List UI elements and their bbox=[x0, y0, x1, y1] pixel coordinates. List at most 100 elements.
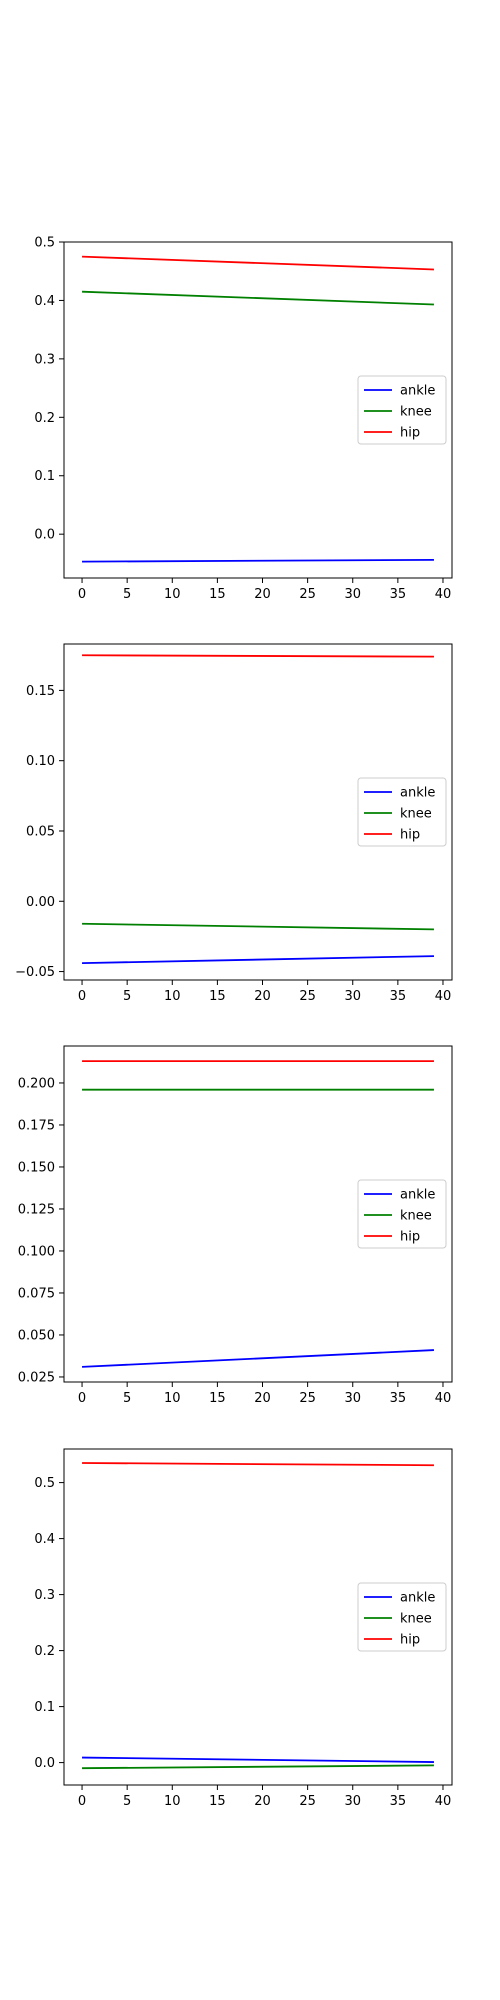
y-tick-label: 0.5 bbox=[34, 236, 55, 251]
x-tick-label: 30 bbox=[344, 1391, 361, 1406]
x-tick-label: 15 bbox=[209, 1391, 226, 1406]
x-tick-label: 15 bbox=[209, 587, 226, 602]
subplot-2: 0 5 10 15 20 25 30 35 40 −0.05 0.00 0.05 0.10 0.15 ank… bbox=[15, 643, 453, 1004]
x-tick-label: 20 bbox=[254, 989, 271, 1004]
legend-label-ankle: ankle bbox=[400, 786, 435, 801]
x-tick-label: 35 bbox=[390, 1391, 407, 1406]
x-tick-label: 10 bbox=[164, 587, 181, 602]
legend-label-ankle: ankle bbox=[400, 1591, 435, 1606]
y-tick-label: 0.5 bbox=[34, 1476, 55, 1491]
axes-frame bbox=[63, 643, 453, 981]
x-tick-label: 25 bbox=[299, 587, 316, 602]
series-line-ankle bbox=[82, 558, 434, 563]
legend-label-hip: hip bbox=[400, 426, 420, 441]
y-tick-label: 0.4 bbox=[34, 1532, 55, 1547]
legend-frame bbox=[357, 375, 447, 445]
series-line-knee bbox=[82, 290, 434, 306]
y-tick-label: 0.15 bbox=[26, 684, 55, 699]
series-line-hip bbox=[82, 255, 434, 271]
x-tick-label: 0 bbox=[78, 1794, 86, 1809]
x-tick-label: 40 bbox=[435, 1391, 452, 1406]
y-tick-label: 0.10 bbox=[26, 754, 55, 769]
y-tick-label: 0.075 bbox=[18, 1286, 55, 1301]
legend-label-ankle: ankle bbox=[400, 1188, 435, 1203]
series-line-hip bbox=[82, 654, 434, 658]
y-tick-label: 0.4 bbox=[34, 294, 55, 309]
y-tick-label: 0.1 bbox=[34, 469, 55, 484]
y-tick-label: −0.05 bbox=[15, 965, 55, 980]
axes-frame bbox=[63, 241, 453, 579]
x-tick-label: 0 bbox=[78, 989, 86, 1004]
legend-frame bbox=[357, 1582, 447, 1652]
legend-label-hip: hip bbox=[400, 828, 420, 843]
x-tick-label: 5 bbox=[123, 587, 131, 602]
x-tick-label: 25 bbox=[299, 1391, 316, 1406]
legend-label-hip: hip bbox=[400, 1633, 420, 1648]
y-tick-label: 0.3 bbox=[34, 352, 55, 367]
x-tick-label: 35 bbox=[390, 1794, 407, 1809]
y-tick-label: 0.050 bbox=[18, 1328, 55, 1343]
subplot-4: 0 5 10 15 20 25 30 35 40 0.0 0.1 0.2 0.3 0.4 0.5 ankle k… bbox=[34, 1448, 453, 1809]
legend-frame bbox=[357, 1179, 447, 1249]
y-tick-label: 0.00 bbox=[26, 895, 55, 910]
y-tick-label: 0.05 bbox=[26, 824, 55, 839]
x-tick-label: 25 bbox=[299, 1794, 316, 1809]
x-tick-label: 10 bbox=[164, 1794, 181, 1809]
y-tick-label: 0.0 bbox=[34, 1756, 55, 1771]
x-tick-label: 30 bbox=[344, 1794, 361, 1809]
x-tick-label: 10 bbox=[164, 989, 181, 1004]
legend-label-knee: knee bbox=[400, 1209, 432, 1224]
y-tick-label: 0.025 bbox=[18, 1370, 55, 1385]
series-line-hip bbox=[82, 1462, 434, 1467]
x-tick-label: 40 bbox=[435, 1794, 452, 1809]
x-tick-label: 5 bbox=[123, 989, 131, 1004]
legend-label-hip: hip bbox=[400, 1230, 420, 1245]
x-tick-label: 5 bbox=[123, 1391, 131, 1406]
legend: ankle knee hip bbox=[357, 1582, 447, 1652]
x-tick-label: 0 bbox=[78, 1391, 86, 1406]
x-tick-label: 5 bbox=[123, 1794, 131, 1809]
x-tick-label: 10 bbox=[164, 1391, 181, 1406]
x-tick-label: 25 bbox=[299, 989, 316, 1004]
legend-frame bbox=[357, 777, 447, 847]
x-tick-label: 20 bbox=[254, 1794, 271, 1809]
series-line-knee bbox=[82, 922, 434, 931]
legend: ankle knee hip bbox=[357, 777, 447, 847]
subplot-3: 0 5 10 15 20 25 30 35 40 0.025 0.050 0.075 0.100 0.12… bbox=[18, 1045, 453, 1406]
axes-frame bbox=[63, 1448, 453, 1786]
legend-label-ankle: ankle bbox=[400, 384, 435, 399]
legend-label-knee: knee bbox=[400, 807, 432, 822]
y-tick-label: 0.2 bbox=[34, 1644, 55, 1659]
legend: ankle knee hip bbox=[357, 375, 447, 445]
x-tick-label: 40 bbox=[435, 587, 452, 602]
y-tick-label: 0.0 bbox=[34, 528, 55, 543]
y-tick-label: 0.175 bbox=[18, 1118, 55, 1133]
x-tick-label: 40 bbox=[435, 989, 452, 1004]
x-tick-label: 20 bbox=[254, 587, 271, 602]
y-tick-label: 0.150 bbox=[18, 1160, 55, 1175]
x-tick-label: 35 bbox=[390, 989, 407, 1004]
x-tick-label: 30 bbox=[344, 989, 361, 1004]
y-tick-label: 0.3 bbox=[34, 1588, 55, 1603]
x-tick-label: 0 bbox=[78, 587, 86, 602]
x-tick-label: 20 bbox=[254, 1391, 271, 1406]
series-line-ankle bbox=[82, 1756, 434, 1763]
y-tick-label: 0.1 bbox=[34, 1700, 55, 1715]
legend: ankle knee hip bbox=[357, 1179, 447, 1249]
legend-label-knee: knee bbox=[400, 405, 432, 420]
axes-frame bbox=[63, 1045, 453, 1383]
y-tick-label: 0.200 bbox=[18, 1076, 55, 1091]
y-tick-label: 0.125 bbox=[18, 1202, 55, 1217]
series-line-knee bbox=[82, 1764, 434, 1770]
legend-label-knee: knee bbox=[400, 1612, 432, 1627]
x-tick-label: 15 bbox=[209, 1794, 226, 1809]
series-line-ankle bbox=[82, 1349, 434, 1368]
series-line-ankle bbox=[82, 955, 434, 965]
x-tick-label: 35 bbox=[390, 587, 407, 602]
x-tick-label: 15 bbox=[209, 989, 226, 1004]
subplot-1: 0 5 10 15 20 25 30 35 40 0.0 0.1 0.2 0.3 0.4 0.5 ankle k… bbox=[34, 236, 453, 602]
x-tick-label: 30 bbox=[344, 587, 361, 602]
y-tick-label: 0.100 bbox=[18, 1244, 55, 1259]
